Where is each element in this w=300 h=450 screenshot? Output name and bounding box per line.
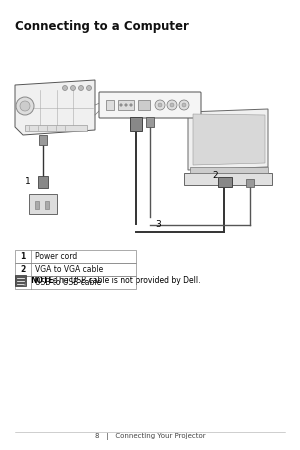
Circle shape [62, 86, 68, 90]
Bar [15, 263, 136, 276]
Circle shape [158, 103, 162, 107]
Bar [130, 117, 142, 131]
Circle shape [79, 86, 83, 90]
Text: USB to USB cable: USB to USB cable [35, 278, 101, 287]
Circle shape [179, 100, 189, 110]
Bar [190, 167, 268, 173]
Bar [15, 250, 136, 263]
Text: Connecting to a Computer: Connecting to a Computer [15, 20, 189, 33]
Bar [35, 201, 39, 209]
Circle shape [70, 86, 76, 90]
Polygon shape [15, 80, 95, 135]
Bar [246, 179, 254, 187]
Text: 8   |   Connecting Your Projector: 8 | Connecting Your Projector [95, 433, 205, 440]
Bar [218, 177, 232, 187]
Text: 3: 3 [155, 220, 161, 229]
Bar [29, 194, 57, 214]
Bar [45, 201, 49, 209]
Bar [25, 125, 87, 131]
Text: 2: 2 [212, 171, 218, 180]
Circle shape [86, 86, 92, 90]
Bar [15, 276, 136, 289]
Text: 1: 1 [20, 252, 26, 261]
Text: NOTE:: NOTE: [30, 276, 57, 285]
Circle shape [167, 100, 177, 110]
Bar [106, 100, 114, 110]
Circle shape [120, 104, 122, 106]
Circle shape [182, 103, 186, 107]
Bar [38, 176, 48, 188]
Text: 3: 3 [20, 278, 26, 287]
Circle shape [130, 104, 132, 106]
Text: 1: 1 [25, 177, 31, 186]
FancyBboxPatch shape [99, 92, 201, 118]
Bar [15, 275, 26, 286]
Circle shape [170, 103, 174, 107]
Text: Power cord: Power cord [35, 252, 77, 261]
Bar [39, 135, 47, 145]
Bar [184, 173, 272, 185]
Polygon shape [193, 114, 265, 165]
Bar [118, 100, 134, 110]
Polygon shape [23, 283, 26, 286]
Text: 2: 2 [20, 265, 26, 274]
Text: The USB cable is not provided by Dell.: The USB cable is not provided by Dell. [52, 276, 200, 285]
Circle shape [20, 101, 30, 111]
Circle shape [155, 100, 165, 110]
Polygon shape [188, 109, 268, 170]
Bar [146, 117, 154, 127]
Text: VGA to VGA cable: VGA to VGA cable [35, 265, 103, 274]
Circle shape [125, 104, 127, 106]
Bar [138, 100, 150, 110]
Circle shape [16, 97, 34, 115]
